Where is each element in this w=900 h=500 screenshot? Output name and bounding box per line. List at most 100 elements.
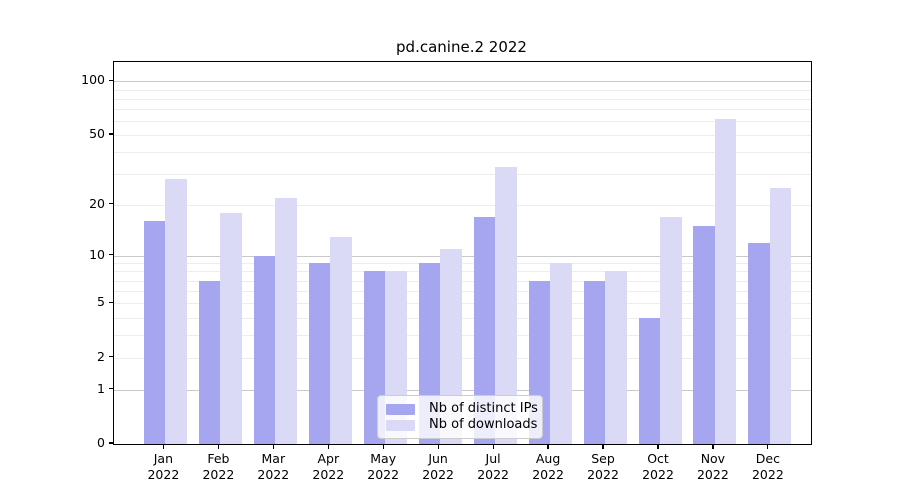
- gridline-major-10: [114, 255, 811, 257]
- xtick-year: 2022: [751, 467, 784, 482]
- xtick-month: Sep: [591, 451, 615, 466]
- ytick-label-50: 50: [89, 126, 105, 142]
- xtick-month: Oct: [647, 451, 669, 466]
- xtick-label-aug: Aug 2022: [516, 451, 580, 483]
- bar-jan-distinct-ips: [143, 221, 166, 444]
- xtick-mark-jun: [437, 444, 439, 449]
- gridline-minor-60: [114, 121, 811, 122]
- xtick-mark-aug: [547, 444, 549, 449]
- gridline-minor-40: [114, 152, 811, 154]
- bar-sep-downloads: [605, 271, 627, 444]
- ytick-mark-10: [109, 253, 113, 256]
- xtick-mark-feb: [217, 444, 219, 449]
- bar-sep-distinct-ips: [583, 280, 605, 444]
- gridline-minor-7: [114, 280, 811, 282]
- bar-dec-distinct-ips: [748, 242, 770, 444]
- xtick-month: Jun: [428, 451, 448, 466]
- gridline-minor-3: [114, 335, 811, 337]
- bar-nov-downloads: [714, 118, 737, 444]
- gridline-minor-80: [114, 98, 811, 100]
- xtick-mark-jan: [162, 444, 165, 449]
- legend: Nb of distinct IPs Nb of downloads: [377, 395, 543, 439]
- bar-jul-downloads: [495, 166, 517, 444]
- xtick-year: 2022: [477, 467, 509, 482]
- ytick-label-100: 100: [81, 72, 105, 88]
- xtick-label-jan: Jan 2022: [131, 451, 195, 483]
- xtick-label-mar: Mar 2022: [241, 451, 305, 483]
- bar-feb-downloads: [220, 212, 242, 444]
- xtick-month: Aug: [535, 451, 561, 466]
- xtick-month: Jan: [153, 451, 174, 466]
- gridline-minor-20: [114, 204, 811, 206]
- xtick-year: 2022: [367, 467, 400, 482]
- xtick-year: 2022: [312, 467, 345, 482]
- legend-label-distinct-ips: Nb of distinct IPs: [429, 401, 538, 416]
- xtick-label-dec: Dec 2022: [736, 451, 800, 483]
- xtick-month: Feb: [207, 451, 230, 466]
- ytick-label-5: 5: [97, 294, 105, 310]
- xtick-month: Apr: [317, 451, 340, 466]
- bar-oct-downloads: [660, 216, 682, 444]
- xtick-mark-nov: [712, 444, 714, 449]
- ytick-mark-1: [109, 387, 113, 390]
- bar-mar-downloads: [275, 197, 297, 444]
- bar-jul-distinct-ips: [473, 216, 496, 444]
- gridline-minor-30: [114, 174, 811, 176]
- xtick-year: 2022: [147, 467, 180, 482]
- legend-row-ips: Nb of distinct IPs: [386, 401, 538, 417]
- legend-row-downloads: Nb of downloads: [386, 417, 538, 433]
- ytick-mark-100: [109, 79, 113, 81]
- legend-swatch-distinct-ips: [386, 403, 415, 415]
- ytick-label-2: 2: [97, 348, 105, 364]
- xtick-label-apr: Apr 2022: [296, 451, 360, 483]
- xtick-mark-apr: [327, 444, 329, 449]
- xtick-month: Dec: [755, 451, 780, 466]
- xtick-month: May: [370, 451, 397, 466]
- gridline-minor-50: [114, 135, 811, 137]
- xtick-mark-mar: [272, 444, 274, 449]
- ytick-mark-2: [109, 356, 113, 358]
- xtick-year: 2022: [532, 467, 564, 482]
- xtick-year: 2022: [422, 467, 454, 482]
- gridline-minor-9: [114, 263, 811, 265]
- gridline-minor-8: [114, 271, 811, 273]
- xtick-label-feb: Feb 2022: [186, 451, 250, 483]
- legend-label-downloads: Nb of downloads: [429, 417, 538, 432]
- bar-mar-distinct-ips: [253, 255, 276, 444]
- xtick-label-jun: Jun 2022: [406, 451, 470, 483]
- xtick-label-jul: Jul 2022: [461, 451, 525, 483]
- bar-jan-downloads: [165, 179, 187, 444]
- bar-aug-downloads: [550, 263, 572, 444]
- xtick-label-may: May 2022: [351, 451, 415, 483]
- ytick-label-0: 0: [97, 435, 105, 450]
- xtick-year: 2022: [202, 467, 235, 482]
- ytick-mark-0: [109, 442, 113, 444]
- xtick-mark-dec: [767, 444, 769, 449]
- ytick-mark-5: [109, 301, 113, 303]
- bar-apr-downloads: [330, 236, 352, 444]
- ytick-label-20: 20: [89, 195, 105, 211]
- legend-swatch-downloads: [386, 419, 415, 431]
- ytick-mark-50: [109, 133, 113, 135]
- bar-feb-distinct-ips: [198, 280, 221, 444]
- xtick-mark-may: [382, 444, 384, 449]
- plot-area: [113, 61, 812, 445]
- xtick-month: Nov: [700, 451, 726, 466]
- gridline-major-100: [114, 81, 811, 83]
- ytick-label-10: 10: [89, 246, 105, 262]
- bar-apr-distinct-ips: [308, 263, 331, 444]
- chart-title: pd.canine.2 2022: [396, 38, 527, 56]
- gridline-minor-4: [114, 317, 811, 319]
- xtick-mark-oct: [657, 444, 659, 449]
- gridline-major-1: [114, 389, 811, 391]
- xtick-label-sep: Sep 2022: [571, 451, 635, 483]
- xtick-month: Mar: [261, 451, 286, 466]
- xtick-year: 2022: [587, 467, 619, 482]
- xtick-year: 2022: [257, 467, 290, 482]
- xtick-mark-sep: [602, 444, 604, 449]
- xtick-label-oct: Oct 2022: [626, 451, 690, 483]
- gridline-minor-2: [114, 357, 811, 359]
- xtick-year: 2022: [696, 467, 729, 482]
- ytick-mark-20: [109, 203, 113, 205]
